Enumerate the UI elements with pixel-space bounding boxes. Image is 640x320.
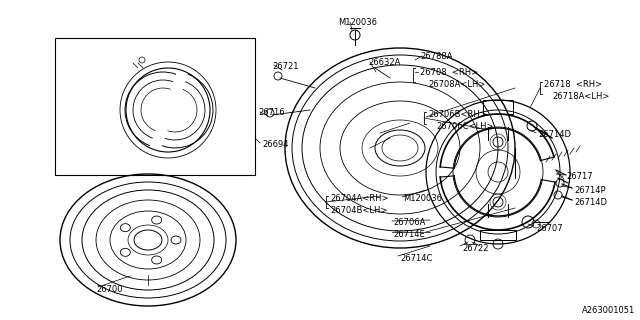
Text: 26700: 26700 [96,285,122,294]
Text: 26716: 26716 [258,108,285,117]
Text: M120036: M120036 [338,18,377,27]
Bar [480,230,516,240]
Text: 26706B<RH>: 26706B<RH> [428,110,487,119]
Text: 26714P: 26714P [574,186,605,195]
Text: 26721: 26721 [272,62,298,71]
Text: 26708  <RH>: 26708 <RH> [420,68,478,77]
Text: 26706C<LH>: 26706C<LH> [436,122,493,131]
Text: 26714E: 26714E [393,230,425,239]
Text: 26704B<LH>: 26704B<LH> [330,206,387,215]
Text: 26718A<LH>: 26718A<LH> [552,92,609,101]
Text: 26714D: 26714D [538,130,571,139]
Text: 26714C: 26714C [400,254,433,263]
Text: 26706A: 26706A [393,218,426,227]
Bar [483,100,513,114]
Text: 26632A: 26632A [368,58,401,67]
Text: 26707: 26707 [536,224,563,233]
Text: 26708A<LH>: 26708A<LH> [428,80,485,89]
Text: 26722: 26722 [462,244,488,253]
Text: M120036: M120036 [403,194,442,203]
Text: 26788A: 26788A [420,52,452,61]
Text: 26717: 26717 [566,172,593,181]
Text: A263001051: A263001051 [582,306,635,315]
Text: 26694: 26694 [262,140,289,149]
Text: 26718  <RH>: 26718 <RH> [544,80,602,89]
Bar [55,38,255,175]
Text: 26704A<RH>: 26704A<RH> [330,194,388,203]
Text: 26714D: 26714D [574,198,607,207]
